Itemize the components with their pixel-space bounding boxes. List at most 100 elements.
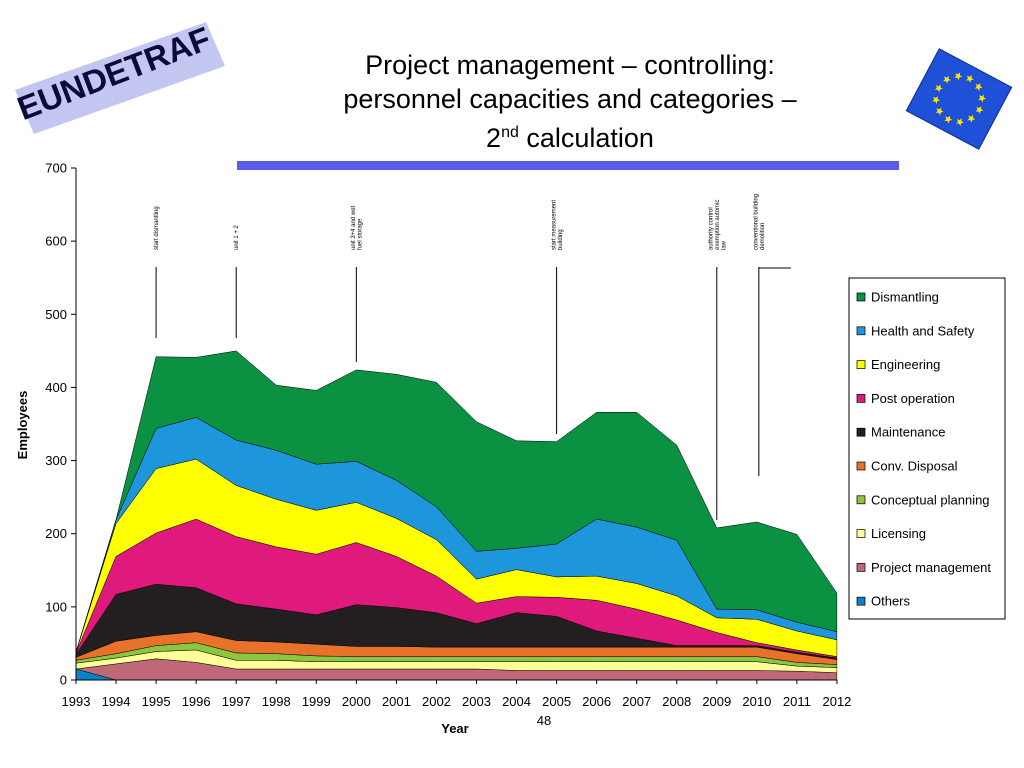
legend-item: Post operation (856, 391, 955, 406)
legend-item: Dismantling (856, 290, 939, 305)
y-tick-label: 400 (45, 380, 67, 395)
annotation-label: fuel storage (358, 218, 364, 250)
flag-star (943, 75, 951, 84)
legend-label: Licensing (871, 526, 926, 541)
annotation-label: exemption automic (715, 200, 721, 250)
legend-item: Health and Safety (856, 323, 975, 338)
x-tick-label: 1995 (142, 694, 171, 709)
legend-swatch (856, 563, 866, 572)
legend-label: Dismantling (871, 290, 939, 305)
legend-item: Others (856, 594, 911, 609)
x-tick-label: 1998 (262, 694, 291, 709)
legend-item: Conv. Disposal (856, 459, 958, 474)
x-tick-label: 2006 (582, 694, 611, 709)
legend-item: Conceptual planning (856, 492, 990, 507)
y-tick-label: 100 (45, 599, 67, 614)
y-tick-label: 600 (45, 234, 67, 249)
flag-star (965, 74, 974, 83)
x-tick-label: 1996 (182, 694, 211, 709)
eu-flag-icon (900, 44, 1018, 154)
annotation-label: law (721, 240, 727, 250)
area-series-group (75, 350, 838, 681)
x-tick-label: 1994 (102, 694, 131, 709)
flag-star (935, 107, 944, 116)
legend-label: Others (871, 594, 911, 609)
flag-star (944, 115, 953, 124)
annotation-label: demolition (760, 223, 766, 250)
annotation-label: start measurement (551, 200, 557, 250)
y-tick-label: 300 (45, 453, 67, 468)
title-ordinal-suffix: nd (501, 124, 519, 141)
flag-star (978, 94, 987, 103)
legend-swatch (856, 529, 866, 538)
legend-label: Engineering (871, 357, 940, 372)
legend-label: Project management (871, 560, 991, 575)
legend-label: Maintenance (871, 425, 945, 440)
x-tick-label: 2007 (622, 694, 651, 709)
legend-swatch (856, 596, 866, 606)
legend-label: Health and Safety (871, 323, 975, 338)
y-tick-label: 500 (45, 307, 67, 322)
flag-star (975, 106, 984, 114)
annotation-label: building (558, 229, 564, 250)
x-tick-label: 2010 (742, 694, 771, 709)
title-line-1: Project management – controlling: (365, 50, 775, 80)
title-divider (237, 161, 899, 170)
flag-star (974, 83, 983, 92)
annotations-group: start dismantling unit 1 + 2 unit 3+4 and … (154, 194, 791, 520)
x-axis-title: Year (441, 721, 468, 736)
slide-title: Project management – controlling: person… (240, 48, 900, 155)
legend-item: Project management (856, 560, 991, 575)
x-tick-label: 1993 (62, 694, 91, 709)
y-tick-label: 0 (60, 673, 67, 688)
annotation-label: authority control (708, 207, 714, 250)
legend-item: Maintenance (856, 425, 945, 440)
x-tick-label: 1997 (222, 694, 251, 709)
legend-box (848, 277, 1006, 620)
x-tick-label: 2004 (502, 694, 531, 709)
legend-item: Engineering (856, 357, 940, 372)
y-tick-label: 700 (45, 161, 67, 176)
legend-swatch (856, 495, 866, 505)
annotation-label: unit 1 + 2 (234, 224, 240, 250)
annotation-2009: authority control exemption automic law (708, 200, 727, 520)
annotation-1997: unit 1 + 2 (234, 224, 240, 338)
axes-group: 0 100 200 300 400 500 600 700 1993 1994 1995 1996 19… (45, 161, 851, 710)
area-dismantling (75, 350, 838, 653)
legend-swatch (856, 360, 866, 369)
x-tick-label: 2009 (702, 694, 731, 709)
x-tick-label: 2012 (822, 694, 851, 709)
legend-group: Dismantling Health and Safety Engineering P… (848, 277, 1006, 620)
title-line-3-text: calculation (518, 123, 654, 153)
annotation-label: start dismantling (154, 206, 160, 250)
flag-star (934, 84, 943, 93)
legend-swatch (856, 427, 866, 437)
x-tick-label: 2008 (662, 694, 691, 709)
y-axis-title: Employees (15, 391, 30, 460)
flag-star (956, 118, 964, 127)
legend-swatch (856, 326, 866, 336)
legend-item: Licensing (856, 526, 926, 541)
annotation-2005: start measurement building (551, 200, 564, 434)
legend-label: Conv. Disposal (871, 459, 958, 474)
x-tick-label: 1999 (302, 694, 331, 709)
title-ordinal-number: 2 (486, 123, 502, 153)
legend-label: Post operation (871, 391, 955, 406)
x-tick-label: 2003 (462, 694, 491, 709)
annotation-2010: conventional building demolition (754, 194, 791, 476)
annotation-label: conventional building (754, 194, 760, 250)
legend-label: Conceptual planning (871, 492, 990, 507)
flag-star (932, 96, 941, 104)
y-tick-label: 200 (45, 526, 67, 541)
legend-swatch (856, 292, 866, 302)
x-tick-label: 2005 (542, 694, 571, 709)
x-tick-label: 2000 (342, 694, 371, 709)
legend-swatch (856, 394, 866, 403)
annotation-2000: unit 3+4 and wet fuel storage (351, 205, 364, 362)
annotation-label: unit 3+4 and wet (351, 205, 357, 250)
x-tick-label: 2001 (382, 694, 411, 709)
x-tick-label: 2011 (783, 694, 811, 709)
x-tick-label: 2002 (422, 694, 451, 709)
employees-area-chart: 0 100 200 300 400 500 600 700 1993 1994 1995 1996 19… (15, 161, 1006, 736)
title-line-2: personnel capacities and categories – (343, 84, 797, 114)
